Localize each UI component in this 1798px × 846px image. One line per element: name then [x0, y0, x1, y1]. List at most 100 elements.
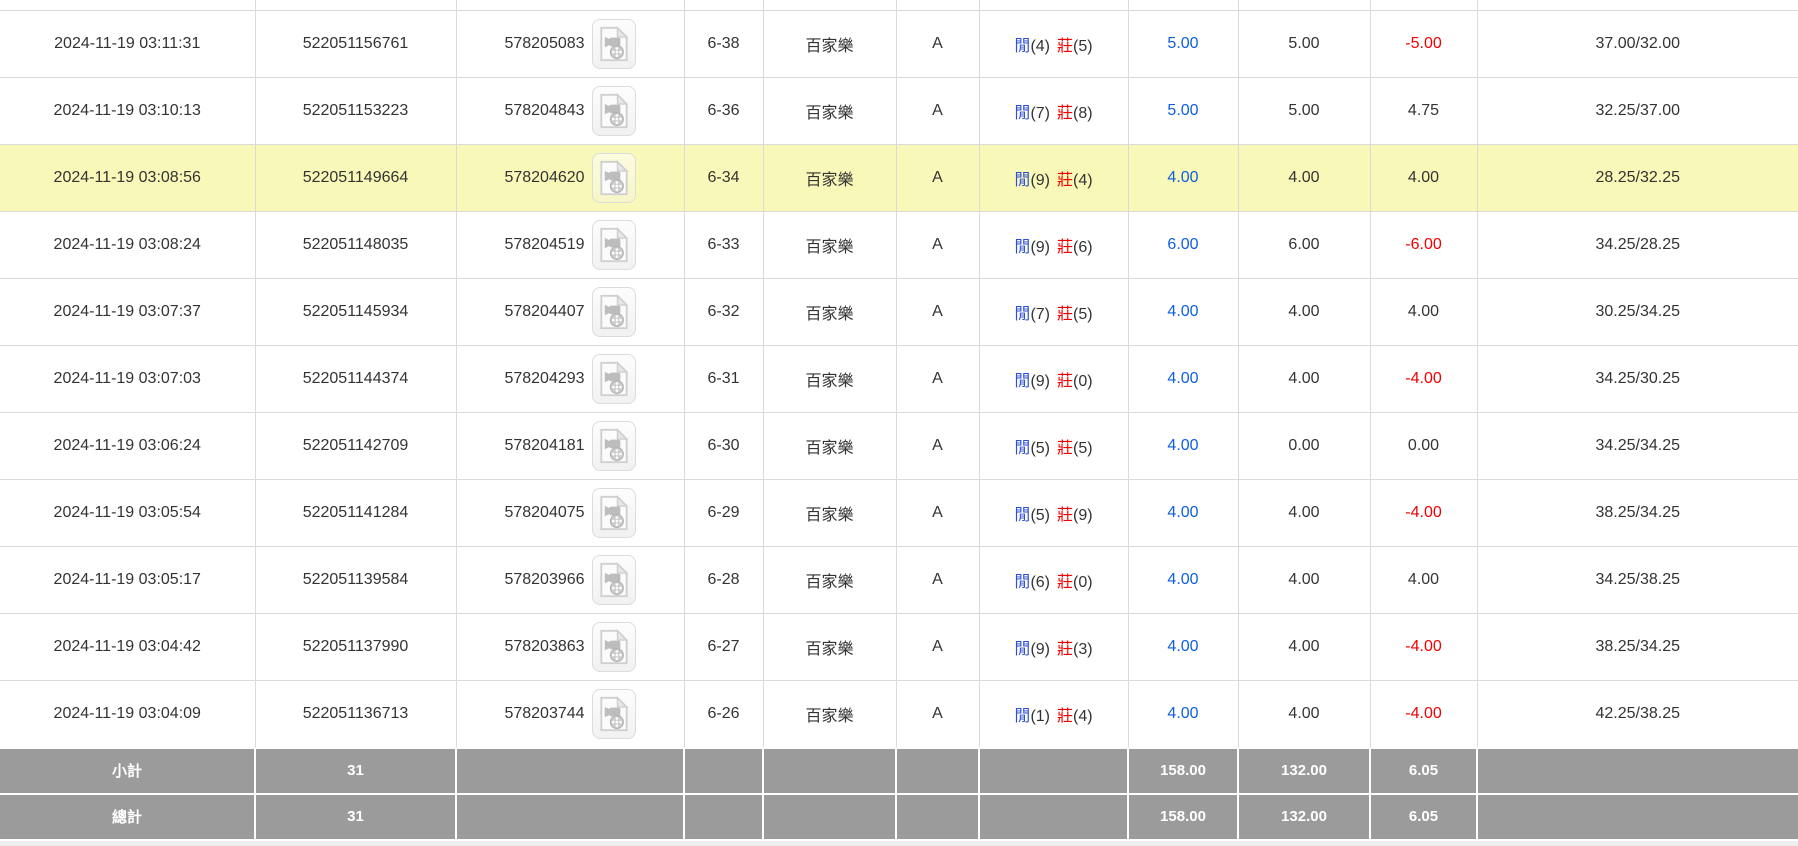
- banker-label: 莊: [1057, 440, 1074, 457]
- round-id: 578204407: [504, 303, 585, 320]
- round-id: 578204620: [504, 169, 585, 186]
- bet-id: 522051136713: [254, 680, 457, 748]
- round-cell: 578204075: [455, 479, 685, 547]
- win-loss: -6.00: [1369, 211, 1478, 279]
- table-row: 2024-11-19 03:05:54 522051141284 5782040…: [0, 479, 1798, 547]
- round-id: 578203863: [504, 638, 585, 655]
- banker-score: (5): [1073, 440, 1093, 457]
- seat: A: [895, 680, 980, 748]
- player-score: (9): [1030, 641, 1050, 658]
- video-replay-button[interactable]: [591, 287, 636, 337]
- bet-amount: 4.00: [1127, 278, 1239, 346]
- bet-id: 522051137990: [254, 613, 457, 681]
- bet-amount: 5.00: [1127, 77, 1239, 145]
- player-score: (5): [1030, 507, 1050, 524]
- total-winloss: 6.05: [1369, 792, 1478, 841]
- seat: A: [895, 412, 980, 480]
- game-type: 百家樂: [762, 10, 897, 78]
- table-number: 6-38: [683, 10, 764, 78]
- total-count: 31: [254, 792, 457, 841]
- table-number: 6-34: [683, 144, 764, 212]
- player-label: 閒: [1014, 507, 1031, 524]
- valid-amount: 4.00: [1237, 613, 1371, 681]
- bet-id: 522051141284: [254, 479, 457, 547]
- player-label: 閒: [1014, 373, 1031, 390]
- round-id: 578203966: [504, 571, 585, 588]
- round-cell: 578203744: [455, 680, 685, 748]
- table-row: 2024-11-19 03:04:09 522051136713 5782037…: [0, 680, 1798, 748]
- subtotal-bet: 158.00: [1127, 746, 1239, 795]
- banker-score: (6): [1073, 239, 1093, 256]
- player-label: 閒: [1014, 239, 1031, 256]
- subtotal-row: 小計 31 158.00 132.00 6.05: [0, 746, 1798, 795]
- bet-time: 2024-11-19 03:04:09: [0, 680, 256, 748]
- player-label: 閒: [1014, 440, 1031, 457]
- bet-id: 522051145934: [254, 278, 457, 346]
- balance: 34.25/38.25: [1476, 546, 1798, 614]
- seat: A: [895, 144, 980, 212]
- table-number: 6-28: [683, 546, 764, 614]
- bet-time: 2024-11-19 03:04:42: [0, 613, 256, 681]
- video-file-icon: [599, 227, 628, 263]
- subtotal-count: 31: [254, 746, 457, 795]
- balance: 34.25/30.25: [1476, 345, 1798, 413]
- video-file-icon: [599, 695, 628, 731]
- total-bet: 158.00: [1127, 792, 1239, 841]
- video-replay-button[interactable]: [591, 421, 636, 471]
- bet-id: 522051156761: [254, 10, 457, 78]
- bet-amount: 5.00: [1127, 10, 1239, 78]
- win-loss: 4.00: [1369, 546, 1478, 614]
- bet-time: 2024-11-19 03:05:17: [0, 546, 256, 614]
- video-replay-button[interactable]: [591, 488, 636, 538]
- result-cell: 閒(1) 莊(4): [978, 680, 1129, 748]
- banker-score: (0): [1073, 373, 1093, 390]
- table-row: 2024-11-19 03:05:17 522051139584 5782039…: [0, 546, 1798, 614]
- video-replay-button[interactable]: [591, 555, 636, 605]
- game-type: 百家樂: [762, 77, 897, 145]
- banker-score: (5): [1073, 38, 1093, 55]
- round-cell: 578204407: [455, 278, 685, 346]
- player-score: (9): [1030, 239, 1050, 256]
- round-id: 578204293: [504, 370, 585, 387]
- round-id: 578205083: [504, 35, 585, 52]
- player-label: 閒: [1014, 306, 1031, 323]
- table-row: 2024-11-19 03:07:03 522051144374 5782042…: [0, 345, 1798, 413]
- video-replay-button[interactable]: [591, 153, 636, 203]
- seat: A: [895, 10, 980, 78]
- bet-time: 2024-11-19 03:05:54: [0, 479, 256, 547]
- valid-amount: 4.00: [1237, 479, 1371, 547]
- bet-amount: 4.00: [1127, 144, 1239, 212]
- video-replay-button[interactable]: [591, 688, 636, 739]
- bet-id: 522051142709: [254, 412, 457, 480]
- subtotal-winloss: 6.05: [1369, 746, 1478, 795]
- win-loss: 0.00: [1369, 412, 1478, 480]
- video-replay-button[interactable]: [591, 622, 636, 672]
- banker-score: (0): [1073, 574, 1093, 591]
- seat: A: [895, 345, 980, 413]
- win-loss: -4.00: [1369, 613, 1478, 681]
- banker-score: (4): [1073, 707, 1093, 725]
- result-cell: 閒(7) 莊(5): [978, 278, 1129, 346]
- bet-amount: 4.00: [1127, 479, 1239, 547]
- video-replay-button[interactable]: [591, 220, 636, 270]
- video-replay-button[interactable]: [591, 86, 636, 136]
- player-label: 閒: [1014, 105, 1031, 122]
- valid-amount: 4.00: [1237, 345, 1371, 413]
- balance: 38.25/34.25: [1476, 479, 1798, 547]
- player-label: 閒: [1014, 641, 1031, 658]
- bet-time: 2024-11-19 03:07:37: [0, 278, 256, 346]
- seat: A: [895, 479, 980, 547]
- bet-time: 2024-11-19 03:10:13: [0, 77, 256, 145]
- round-cell: 578205083: [455, 10, 685, 78]
- bet-amount: 4.00: [1127, 412, 1239, 480]
- round-id: 578203744: [504, 704, 585, 722]
- video-replay-button[interactable]: [591, 19, 636, 69]
- player-score: (5): [1030, 440, 1050, 457]
- video-replay-button[interactable]: [591, 354, 636, 404]
- banker-label: 莊: [1057, 507, 1074, 524]
- result-cell: 閒(4) 莊(5): [978, 10, 1129, 78]
- banker-label: 莊: [1057, 239, 1074, 256]
- table-row: 2024-11-19 03:11:31 522051156761 5782050…: [0, 10, 1798, 78]
- banker-label: 莊: [1057, 306, 1074, 323]
